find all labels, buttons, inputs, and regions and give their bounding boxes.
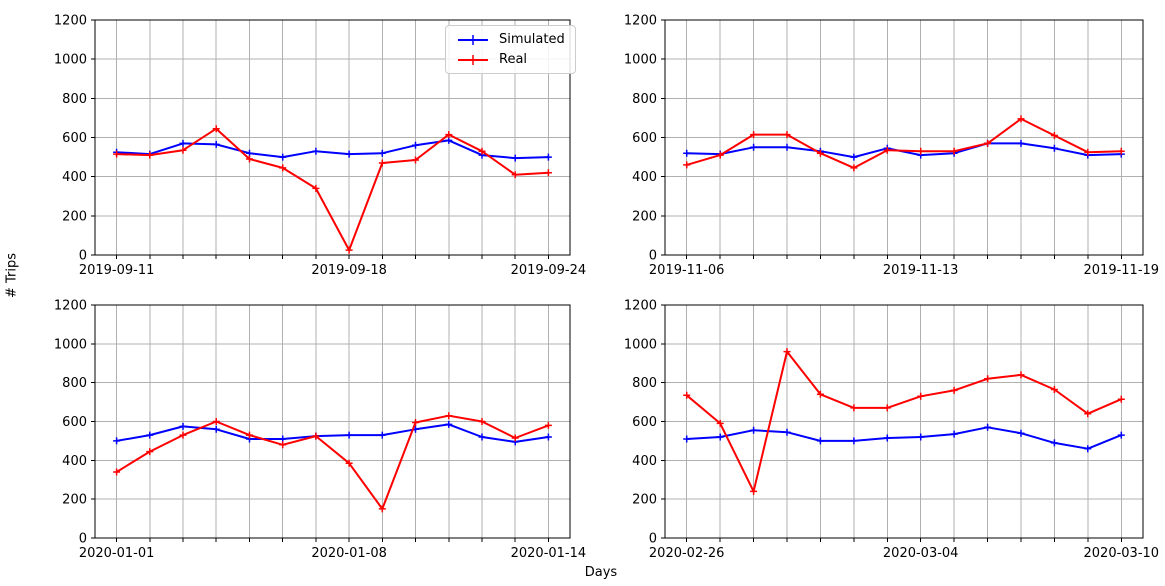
plot-border	[664, 304, 1144, 539]
y-tick-label: 400	[62, 170, 87, 185]
x-tick-label: 2020-01-08	[311, 546, 387, 561]
plot-border	[664, 19, 1144, 256]
y-tick-label: 600	[632, 415, 657, 430]
y-tick-label: 1000	[624, 337, 657, 352]
subplot-4: 2020-02-26 2020-03-04 2020-03-10 0 200 400 600…	[624, 299, 1159, 562]
y-tick-label: 600	[632, 131, 657, 146]
series-line-real	[685, 350, 1123, 493]
legend: Simulated Real	[445, 25, 576, 74]
series-line-simulated	[685, 426, 1123, 450]
y-tick-label: 0	[649, 249, 657, 264]
y-tick-label: 800	[632, 376, 657, 391]
y-tick-label: 1200	[624, 299, 657, 314]
x-tick-label: 2020-03-10	[1084, 546, 1160, 561]
series-markers-simulated	[683, 423, 1125, 453]
x-tick-label: 2019-09-11	[79, 263, 155, 278]
legend-label-real: Real	[499, 52, 528, 67]
y-tick-label: 0	[649, 532, 657, 547]
y-tick-label: 400	[632, 454, 657, 469]
grid	[95, 304, 570, 539]
y-tick-label: 1200	[624, 14, 657, 29]
subplot-2: 2019-11-06 2019-11-13 2019-11-19 0 200 400 600…	[624, 14, 1159, 279]
plot-border	[94, 19, 571, 256]
y-tick-label: 0	[79, 249, 87, 264]
series-markers-real	[683, 115, 1125, 172]
y-tick-label: 200	[62, 493, 87, 508]
x-axis-label: Days	[584, 565, 618, 580]
series-markers-simulated	[113, 136, 552, 162]
legend-line-simulated-icon	[458, 34, 488, 45]
x-tick-label: 2020-01-01	[79, 546, 155, 561]
legend-item-real: Real	[456, 51, 565, 68]
tick-labels: 2019-11-06 2019-11-13 2019-11-19 0 200 400 600…	[624, 14, 1159, 279]
tick-labels: 2020-02-26 2020-03-04 2020-03-10 0 200 400 600…	[624, 299, 1159, 562]
x-tick-label: 2019-11-13	[883, 263, 959, 278]
x-tick-label: 2020-02-26	[649, 546, 725, 561]
legend-line-real-icon	[458, 54, 488, 65]
y-tick-label: 0	[79, 532, 87, 547]
legend-label-simulated: Simulated	[499, 32, 565, 47]
y-tick-label: 800	[62, 92, 87, 107]
y-tick-label: 800	[62, 376, 87, 391]
y-tick-label: 200	[632, 209, 657, 224]
tick-marks	[661, 19, 1122, 259]
y-tick-label: 1000	[54, 337, 87, 352]
x-tick-label: 2020-01-14	[511, 546, 587, 561]
series-line-real	[115, 127, 550, 252]
y-tick-label: 800	[632, 92, 657, 107]
y-tick-label: 1000	[624, 53, 657, 68]
tick-marks	[91, 19, 549, 259]
y-tick-label: 400	[632, 170, 657, 185]
y-tick-label: 600	[62, 131, 87, 146]
series-markers-real	[113, 125, 552, 254]
x-tick-label: 2019-09-24	[511, 263, 587, 278]
series-line-simulated	[115, 139, 550, 160]
grid	[665, 304, 1143, 539]
y-tick-label: 600	[62, 415, 87, 430]
y-tick-label: 400	[62, 454, 87, 469]
y-tick-label: 200	[62, 209, 87, 224]
series-line-real	[685, 117, 1123, 169]
x-tick-label: 2020-03-04	[883, 546, 959, 561]
y-tick-label: 1000	[54, 53, 87, 68]
tick-marks	[91, 304, 549, 542]
y-axis-label: # Trips	[4, 252, 20, 299]
series-line-real	[115, 414, 550, 510]
series-markers-real	[113, 412, 552, 513]
series-line-simulated	[115, 423, 550, 443]
tick-labels: 2020-01-01 2020-01-08 2020-01-14 0 200 400 600…	[54, 299, 586, 562]
y-tick-label: 1200	[54, 299, 87, 314]
subplot-3: 2020-01-01 2020-01-08 2020-01-14 0 200 400 600…	[54, 299, 586, 562]
x-tick-label: 2019-11-19	[1084, 263, 1160, 278]
grid	[665, 19, 1143, 256]
x-tick-label: 2019-11-06	[649, 263, 725, 278]
y-tick-label: 1200	[54, 14, 87, 29]
x-tick-label: 2019-09-18	[311, 263, 387, 278]
legend-item-simulated: Simulated	[456, 31, 565, 48]
plot-border	[94, 304, 571, 539]
y-tick-label: 200	[632, 493, 657, 508]
tick-marks	[661, 304, 1122, 542]
tick-labels: 2019-09-11 2019-09-18 2019-09-24 0 200 400 600…	[54, 14, 586, 279]
series-markers-real	[683, 348, 1125, 495]
